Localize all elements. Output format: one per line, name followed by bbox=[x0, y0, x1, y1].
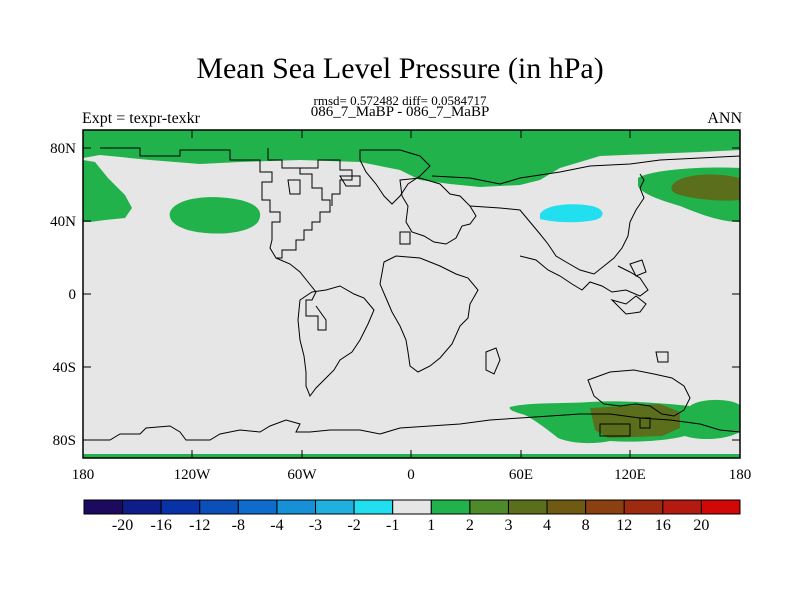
anomaly-central-asia bbox=[540, 204, 603, 223]
x-tick-label: 120W bbox=[174, 467, 212, 483]
x-tick-label: 180 bbox=[72, 467, 95, 483]
comparison-text: 086_7_MaBP - 086_7_MaBP bbox=[310, 104, 490, 120]
experiment-label: Expt = texpr-texkr bbox=[82, 110, 200, 127]
anomaly-north-pacific bbox=[169, 197, 261, 234]
colorbar-swatch bbox=[469, 499, 509, 515]
colorbar-swatch bbox=[160, 499, 201, 515]
colorbar-label: -3 bbox=[308, 517, 323, 534]
colorbar-swatch bbox=[122, 499, 162, 515]
x-tick-label: 0 bbox=[407, 467, 415, 483]
colorbar-swatch bbox=[83, 499, 124, 515]
y-tick-label: 80N bbox=[50, 141, 76, 157]
colorbar-swatch bbox=[199, 499, 239, 515]
y-tick-marks bbox=[83, 147, 740, 441]
anomaly-arctic bbox=[83, 130, 740, 187]
coastlines bbox=[83, 147, 740, 441]
season-label: ANN bbox=[707, 110, 742, 127]
colorbar-swatch bbox=[430, 499, 471, 515]
colorbar-label: -1 bbox=[386, 517, 400, 534]
colorbar-swatch bbox=[546, 499, 587, 515]
colorbar-swatch bbox=[700, 499, 741, 515]
y-tick-label: 40N bbox=[50, 214, 76, 230]
x-tick-label: 60E bbox=[509, 467, 533, 483]
colorbar-label: -12 bbox=[189, 517, 211, 534]
colorbar-swatch bbox=[276, 499, 317, 515]
colorbar-swatch bbox=[585, 499, 625, 515]
anomaly-antarctic-core bbox=[590, 404, 680, 438]
x-tick-label: 60W bbox=[287, 467, 317, 483]
colorbar-swatch bbox=[315, 499, 355, 515]
colorbar-label: -16 bbox=[150, 517, 172, 534]
anomaly-alaska-west bbox=[83, 160, 132, 222]
colorbar-label: 16 bbox=[654, 517, 671, 534]
colorbar bbox=[83, 499, 741, 515]
colorbar-label: 4 bbox=[543, 517, 552, 534]
colorbar-swatch bbox=[662, 499, 702, 515]
y-tick-label: 40S bbox=[53, 360, 76, 376]
colorbar-label: -20 bbox=[111, 517, 134, 534]
colorbar-swatch bbox=[237, 499, 278, 515]
colorbar-label: -4 bbox=[270, 517, 284, 534]
anomaly-northwest-pacific-core bbox=[671, 174, 740, 201]
x-tick-label: 120E bbox=[614, 467, 646, 483]
colorbar-label: 20 bbox=[693, 517, 710, 534]
colorbar-swatch bbox=[507, 499, 548, 515]
x-tick-labels: 180 120W 60W 0 60E 120E 180 bbox=[72, 467, 752, 483]
y-tick-label: 0 bbox=[69, 287, 77, 303]
colorbar-label: 1 bbox=[427, 517, 436, 534]
colorbar-label: 3 bbox=[504, 517, 513, 534]
colorbar-swatch bbox=[392, 499, 432, 515]
colorbar-label: 2 bbox=[465, 517, 474, 534]
y-tick-label: 80S bbox=[53, 433, 76, 449]
colorbar-swatch bbox=[623, 499, 664, 515]
x-tick-label: 180 bbox=[729, 467, 752, 483]
colorbar-label: -2 bbox=[347, 517, 361, 534]
y-tick-labels: 80N 40N 0 40S 80S bbox=[50, 141, 76, 449]
colorbar-label: 12 bbox=[616, 517, 633, 534]
colorbar-swatch bbox=[353, 499, 394, 515]
x-tick-marks bbox=[82, 130, 741, 458]
stats-text: rmsd= 0.572482 diff= 0.0584717 bbox=[313, 93, 487, 108]
map-title: Mean Sea Level Pressure (in hPa) bbox=[196, 52, 604, 85]
colorbar-label: -8 bbox=[231, 517, 245, 534]
colorbar-label: 8 bbox=[581, 517, 590, 534]
